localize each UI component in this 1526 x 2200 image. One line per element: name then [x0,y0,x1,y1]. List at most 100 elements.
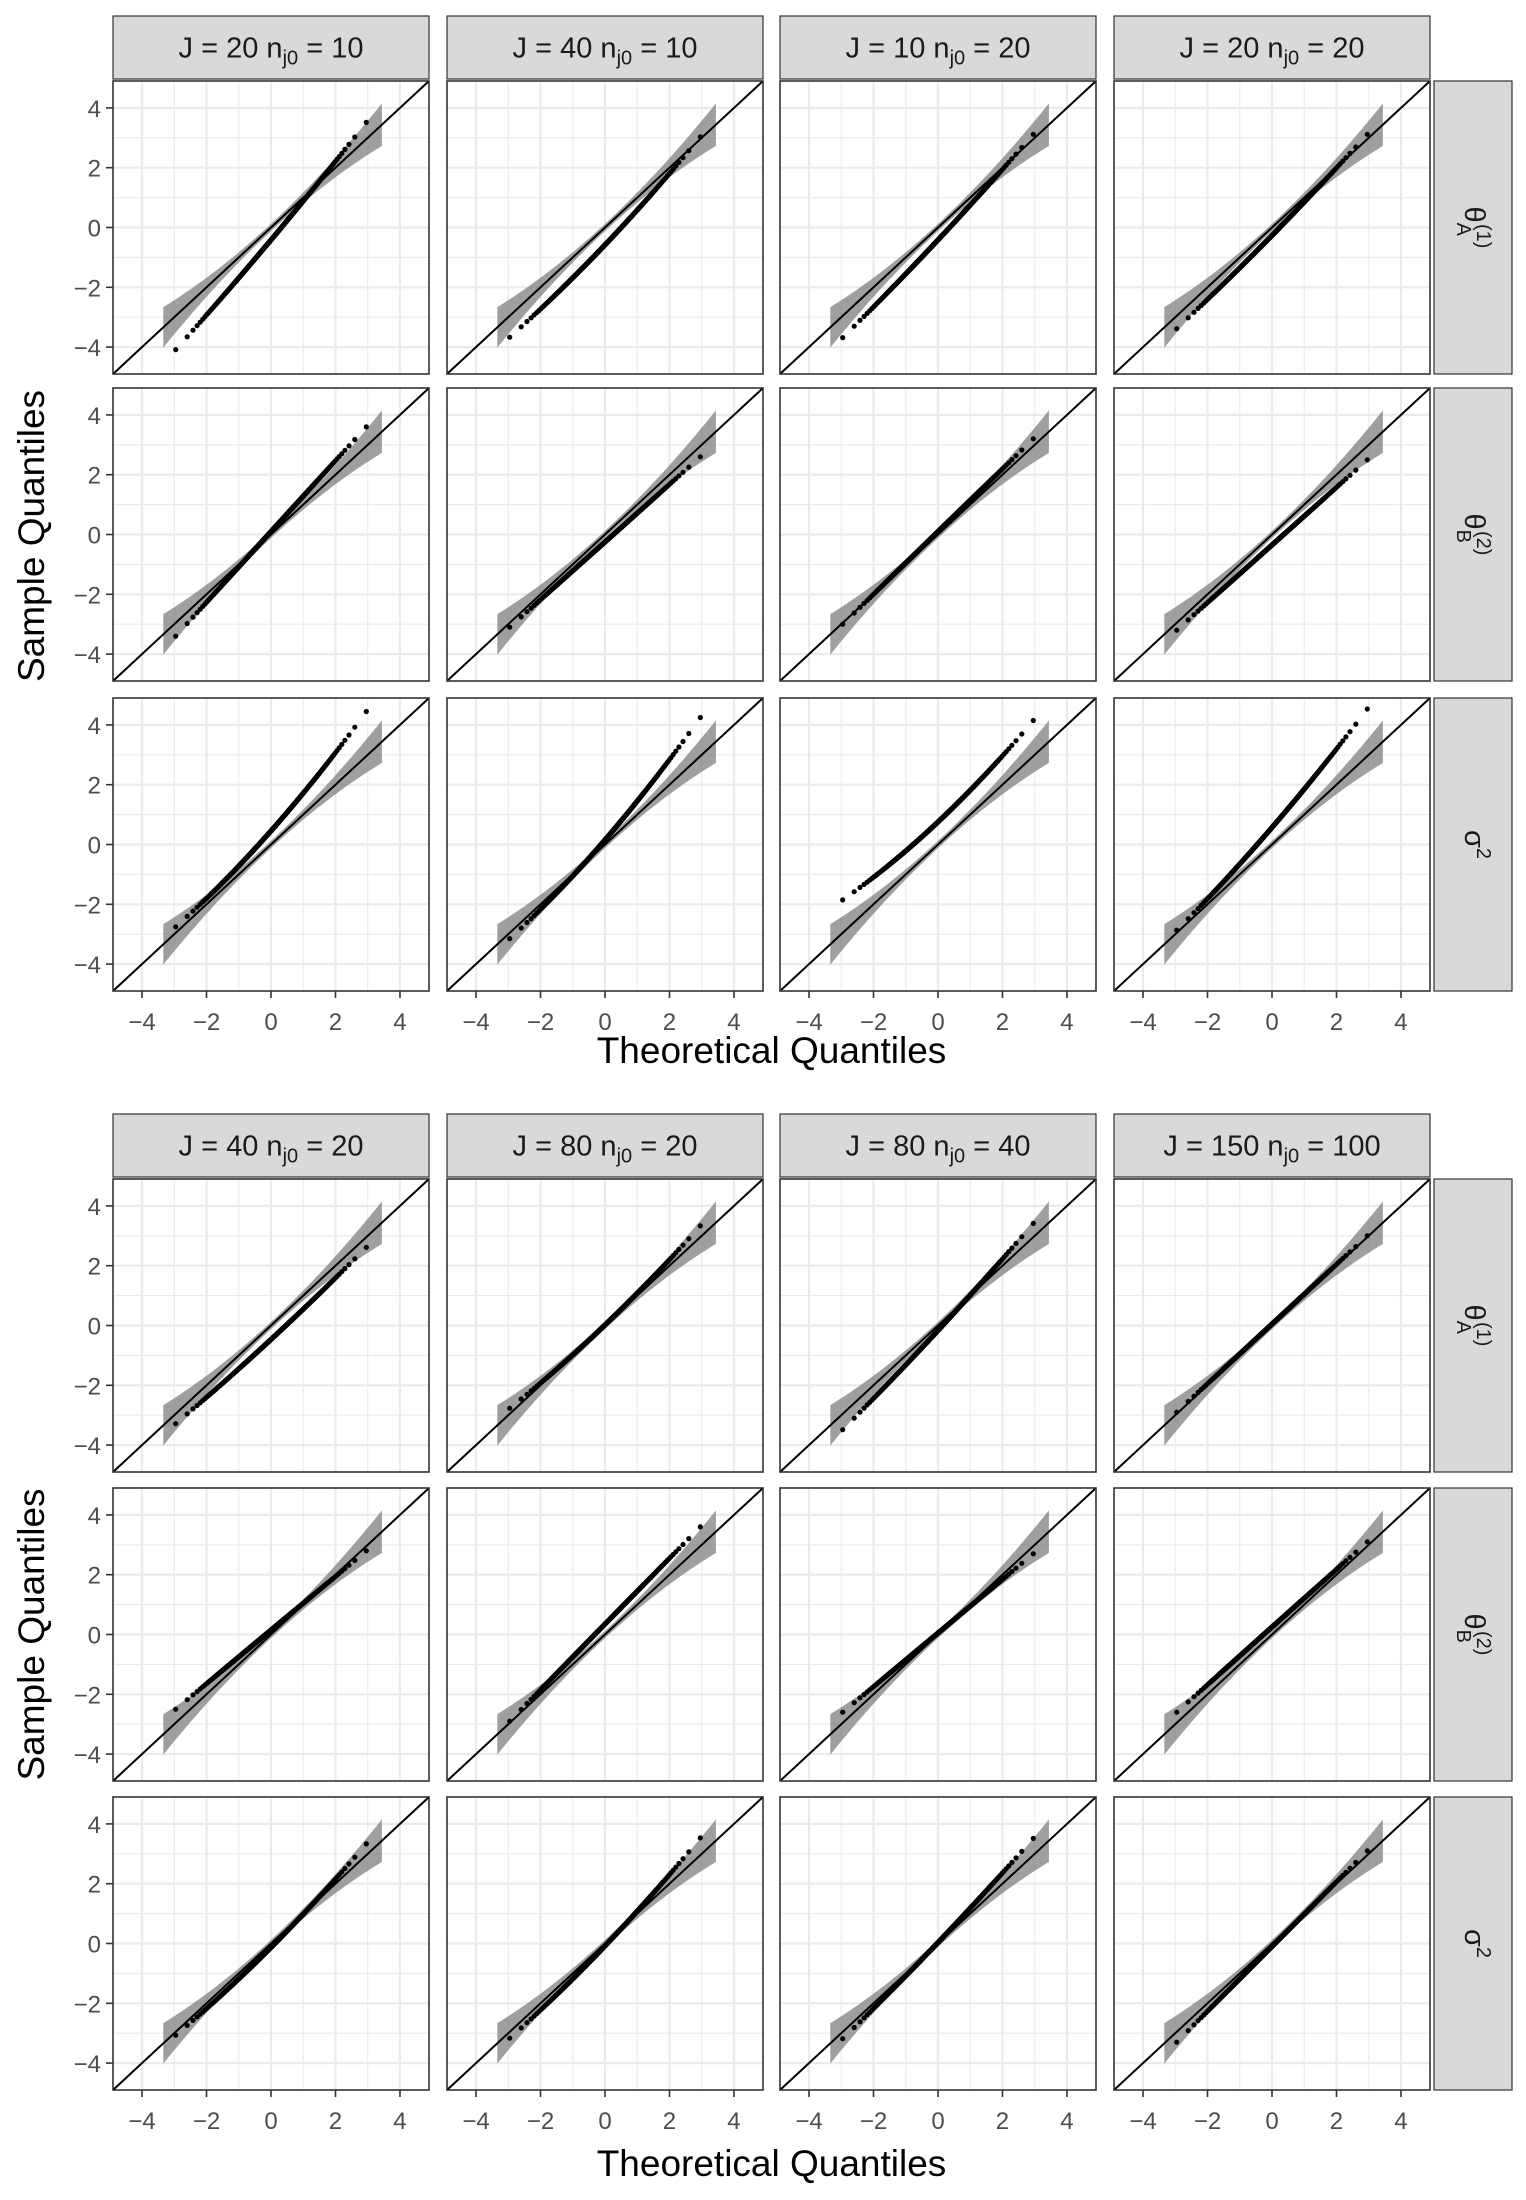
data-point [173,347,179,353]
data-point [518,614,524,620]
x-tick-label: −2 [527,1009,554,1036]
strip-background [1433,80,1513,375]
data-point [184,334,190,340]
reference-line [779,80,1097,375]
data-point [190,1406,196,1412]
row-strip: θB(2) [1433,387,1513,682]
x-tick-label: −4 [128,1009,155,1036]
data-point [680,738,686,745]
data-point [1019,447,1025,453]
x-tick-label: 0 [1265,1009,1278,1036]
data-point [339,741,345,748]
data-point [697,134,703,140]
strip-background [112,15,430,80]
plot-cell [1113,80,1431,375]
data-point [346,141,352,147]
data-point [840,897,846,903]
data-point [1347,729,1353,735]
data-point [346,443,352,449]
data-point [851,323,857,329]
data-point [1347,472,1353,478]
data-point [1343,734,1349,740]
data-point [524,1391,530,1397]
y-tick-label: 4 [88,713,101,740]
data-point [697,714,703,721]
data-point [851,1415,857,1421]
data-point [1019,144,1025,151]
y-tick-label: 2 [88,156,101,183]
y-tick-label: −4 [74,642,101,669]
column-strip: J = 20 nj0 = 10 [112,15,430,80]
data-point [1013,453,1019,459]
data-point [363,1244,369,1250]
data-point [363,708,369,715]
y-tick-label: −4 [74,952,101,979]
x-tick-label: 2 [996,1009,1009,1036]
reference-line [446,387,764,682]
strip-label: J = 80 nj0 = 40 [846,1131,1031,1168]
reference-line [112,697,430,992]
data-point [339,150,345,156]
plot-cell [1113,387,1431,682]
y-tick-label: 0 [88,833,101,860]
y-tick-label: −4 [74,335,101,362]
data-point [673,748,679,754]
x-tick-label: −2 [193,1009,220,1036]
data-point [1353,144,1359,150]
data-point [1191,612,1197,618]
data-point [173,1421,179,1427]
data-point [676,159,682,165]
data-point [851,610,857,616]
plot-cell [779,1178,1097,1473]
plot-cell [446,1178,764,1473]
data-point [840,621,846,627]
y-tick-label: 2 [88,1254,101,1281]
y-tick-label: −2 [74,275,101,302]
data-point [194,323,200,329]
data-point [680,155,686,161]
x-tick-label: −4 [462,1009,489,1036]
data-point [1364,131,1370,137]
x-tick-label: −4 [1129,1009,1156,1036]
plot-cell [779,80,1097,375]
data-point [507,624,513,630]
data-point [363,119,369,125]
data-point [1343,155,1349,161]
data-point [194,610,200,616]
data-point [1174,627,1180,633]
data-point [1030,717,1036,724]
data-point [184,913,190,920]
y-tick-label: 4 [88,96,101,123]
data-point [1009,156,1015,162]
data-point [190,908,196,914]
column-strip: J = 80 nj0 = 20 [446,1113,764,1178]
data-point [857,1409,863,1415]
y-tick-label: 0 [88,523,101,550]
data-point [680,469,686,475]
data-point [518,925,524,931]
column-strip: J = 80 nj0 = 40 [779,1113,1097,1178]
data-point [1191,910,1197,916]
reference-line [112,80,430,375]
y-tick-label: 2 [88,463,101,490]
y-tick-label: −2 [74,892,101,919]
data-point [1030,436,1036,442]
data-point [1364,706,1370,712]
data-point [1343,476,1349,482]
reference-line [1113,387,1431,682]
data-point [697,1223,703,1229]
data-point [1364,457,1370,463]
data-point [1009,742,1015,748]
plot-cell [779,387,1097,682]
data-point [518,324,524,330]
row-strip-label: θB(2) [1452,514,1494,556]
reference-line [1113,80,1431,375]
data-point [184,620,190,627]
data-point [1174,927,1180,933]
column-strip: J = 40 nj0 = 20 [112,1113,430,1178]
plot-border [1113,387,1431,682]
